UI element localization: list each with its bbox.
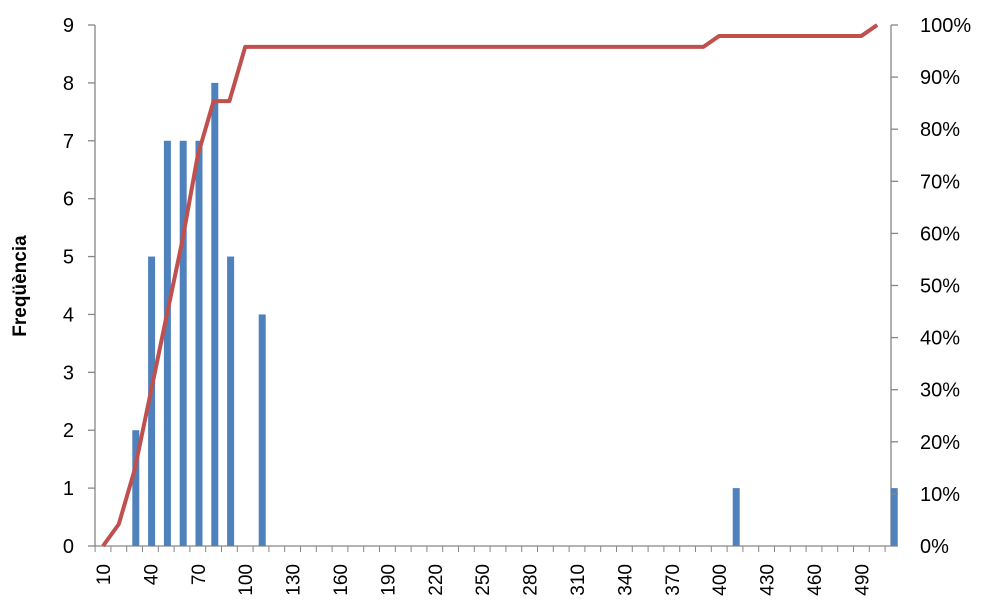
right-tick-label: 80%	[920, 119, 960, 141]
x-axis-ticks: 10 40 70 100 130 160 190 220 250 280 310 340 370 400 4…	[94, 546, 886, 596]
x-tick-label: 490	[852, 564, 873, 596]
x-tick-label: 100	[236, 564, 257, 596]
x-tick-label: 310	[568, 564, 589, 596]
x-tick-label: 250	[473, 564, 494, 596]
right-tick-label: 0%	[920, 536, 949, 558]
left-tick-label: 6	[63, 189, 74, 211]
x-tick-label: 280	[521, 564, 542, 596]
x-tick-label: 400	[710, 564, 731, 596]
right-tick-label: 50%	[920, 276, 960, 298]
right-tick-label: 10%	[920, 484, 960, 506]
x-tick-label: 190	[378, 564, 399, 596]
bar	[148, 256, 156, 546]
left-tick-label: 9	[63, 15, 74, 37]
bar	[890, 488, 898, 546]
x-tick-label: 340	[615, 564, 636, 596]
bar	[211, 82, 219, 546]
x-tick-label: 130	[284, 564, 305, 596]
left-tick-label: 0	[63, 536, 74, 558]
x-tick-label: 10	[94, 564, 115, 585]
left-tick-label: 1	[63, 478, 74, 500]
bar	[258, 314, 266, 546]
left-tick-label: 4	[63, 304, 74, 326]
bar	[163, 140, 171, 546]
left-tick-label: 2	[63, 420, 74, 442]
cumulative-line-series	[101, 23, 879, 548]
right-axis-ticks: 0% 10% 20% 30% 40% 50% 60% 70% 80% 90% 100%	[891, 15, 971, 558]
bar	[195, 140, 203, 546]
bar	[732, 488, 740, 546]
cumulative-line	[101, 23, 879, 548]
x-tick-label: 70	[189, 564, 210, 585]
right-tick-label: 100%	[920, 15, 971, 37]
right-tick-label: 40%	[920, 328, 960, 350]
x-tick-label: 430	[758, 564, 779, 596]
bar	[132, 430, 140, 546]
x-tick-label: 370	[663, 564, 684, 596]
left-axis-ticks: 0 1 2 3 4 5 6 7 8 9	[63, 15, 95, 558]
x-tick-label: 40	[141, 564, 162, 585]
x-tick-label: 220	[426, 564, 447, 596]
y-axis-title: Freqüència	[10, 235, 31, 337]
bar	[179, 140, 187, 546]
right-tick-label: 70%	[920, 171, 960, 193]
x-tick-label: 160	[331, 564, 352, 596]
right-tick-label: 60%	[920, 223, 960, 245]
right-tick-label: 20%	[920, 432, 960, 454]
right-tick-label: 30%	[920, 380, 960, 402]
left-tick-label: 5	[63, 247, 74, 269]
bar	[227, 256, 235, 546]
bar-series	[132, 82, 898, 546]
left-tick-label: 8	[63, 73, 74, 95]
x-tick-label: 460	[805, 564, 826, 596]
right-tick-label: 90%	[920, 67, 960, 89]
left-tick-label: 3	[63, 362, 74, 384]
left-tick-label: 7	[63, 131, 74, 153]
